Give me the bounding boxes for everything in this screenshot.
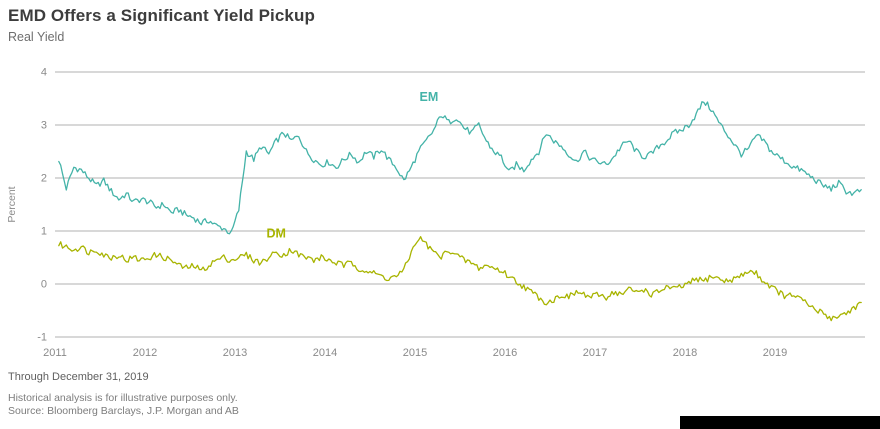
chart-svg: 4 3 2 1 0 -1 2011 2012 2013 2014 2015 2016 2017 2018 2… bbox=[6, 67, 865, 359]
y-tick-label: -1 bbox=[37, 332, 47, 344]
y-tick-label: 0 bbox=[41, 279, 47, 291]
series-line-dm bbox=[58, 236, 862, 322]
series-label-em: EM bbox=[420, 90, 439, 104]
x-tick-label: 2018 bbox=[673, 347, 697, 358]
chart-title: EMD Offers a Significant Yield Pickup bbox=[8, 6, 315, 25]
footnotes: Through December 31, 2019 Historical ana… bbox=[8, 371, 239, 418]
y-axis-label: Percent bbox=[6, 186, 18, 222]
y-tick-label: 1 bbox=[41, 226, 47, 238]
x-tick-label: 2013 bbox=[223, 347, 247, 358]
footnote-through-date: Through December 31, 2019 bbox=[8, 371, 149, 383]
y-tick-label: 2 bbox=[41, 173, 47, 185]
footnote-disclaimer: Historical analysis is for illustrative … bbox=[8, 392, 238, 404]
x-tick-label: 2019 bbox=[763, 347, 787, 358]
bottom-right-bar bbox=[680, 416, 880, 429]
footnote-source: Source: Bloomberg Barclays, J.P. Morgan … bbox=[8, 405, 239, 417]
x-tick-label: 2015 bbox=[403, 347, 427, 358]
series-line-em bbox=[58, 101, 862, 235]
chart-area: 4 3 2 1 0 -1 2011 2012 2013 2014 2015 2016 2017 2018 2… bbox=[0, 58, 880, 359]
series-label-dm: DM bbox=[267, 226, 286, 240]
y-tick-label: 4 bbox=[41, 67, 47, 79]
x-tick-label: 2016 bbox=[493, 347, 517, 358]
chart-subtitle: Real Yield bbox=[8, 30, 65, 44]
x-tick-label: 2012 bbox=[133, 347, 157, 358]
y-tick-label: 3 bbox=[41, 120, 47, 132]
x-tick-label: 2014 bbox=[313, 347, 337, 358]
x-tick-label: 2011 bbox=[43, 347, 67, 358]
x-tick-label: 2017 bbox=[583, 347, 607, 358]
